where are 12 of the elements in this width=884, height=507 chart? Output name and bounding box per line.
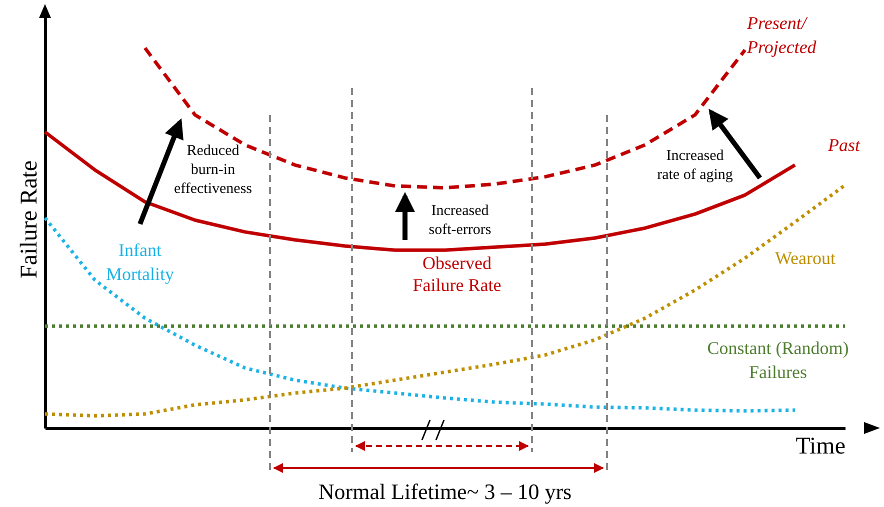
series-label: Infant Mortality xyxy=(106,240,174,284)
annotation: Observed Failure Rate xyxy=(412,253,502,295)
series-label: Present/ Projected xyxy=(746,13,818,57)
annotation: Increased rate of aging xyxy=(657,148,734,183)
series-label: Past xyxy=(827,135,861,155)
series-label: Constant (Random) Failures xyxy=(707,338,849,382)
annotation: Increased soft-errors xyxy=(428,203,492,238)
text: Normal Lifetime~ 3 – 10 yrs xyxy=(318,479,572,504)
y-axis-title: Failure Rate xyxy=(16,160,42,278)
annotation: Reduced burn-in effectiveness xyxy=(174,143,252,197)
series-label: Wearout xyxy=(775,248,836,268)
x-axis-title: Time xyxy=(796,434,846,460)
